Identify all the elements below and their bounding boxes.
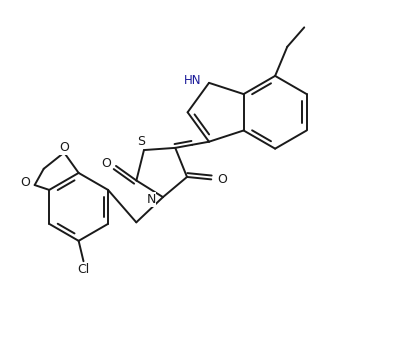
- Text: O: O: [217, 173, 227, 186]
- Text: HN: HN: [184, 74, 202, 87]
- Text: S: S: [137, 135, 145, 148]
- Text: O: O: [59, 141, 69, 154]
- Text: Cl: Cl: [77, 264, 90, 277]
- Text: O: O: [101, 157, 111, 170]
- Text: N: N: [146, 193, 156, 206]
- Text: O: O: [20, 176, 30, 189]
